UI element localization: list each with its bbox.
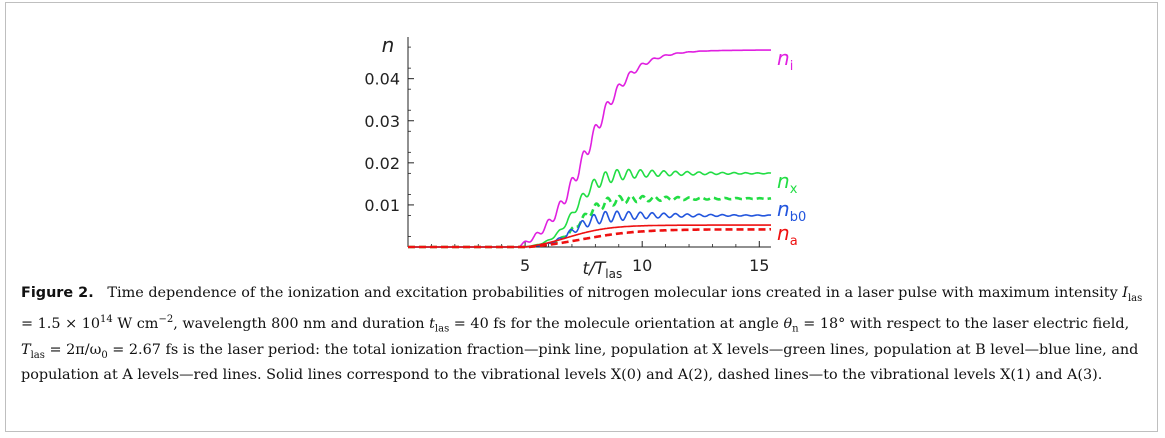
chart-series [408, 49, 772, 249]
series-label-1: nx [777, 169, 798, 197]
series-label-4: na [777, 221, 798, 249]
y-tick-label: 0.04 [364, 70, 400, 89]
caption-n-sub: n [792, 323, 799, 335]
caption-text-3: W cm [112, 315, 159, 332]
caption-text-8: = 2.67 fs is the laser period: the total… [21, 341, 1139, 384]
x-tick-label: 5 [520, 256, 530, 275]
figure-caption: Figure 2. Time dependence of the ionizat… [21, 283, 1146, 386]
series-label-0: ni [777, 46, 793, 74]
caption-text-4: , wavelength 800 nm and duration [173, 315, 430, 332]
x-tick-label: 15 [749, 256, 769, 275]
series-line-0 [408, 49, 771, 248]
y-tick-label: 0.02 [364, 154, 400, 173]
x-tick-label: 10 [632, 256, 652, 275]
caption-exp-m2: −2 [158, 313, 174, 325]
caption-text-5: = 40 fs for the molecule orientation at … [449, 315, 784, 332]
caption-text-7: = 2π/ω [44, 341, 102, 358]
caption-las-sub: las [1127, 292, 1143, 304]
caption-text-1: Time dependence of the ionization and ex… [107, 285, 1123, 301]
figure-frame [5, 2, 1158, 432]
series-line-5 [408, 228, 771, 249]
caption-t: t [429, 315, 435, 332]
series-line-2 [408, 194, 772, 249]
y-tick-label: 0.01 [364, 196, 400, 215]
series-line-1 [408, 168, 772, 248]
caption-text-2: = 1.5 × 10 [21, 315, 101, 332]
y-tick-label: 0.03 [364, 112, 400, 131]
x-axis-label: t/Tlas [583, 259, 623, 281]
caption-theta: θ [783, 315, 793, 332]
y-axis-label: n [382, 33, 395, 57]
caption-exp-14: 14 [100, 313, 113, 325]
caption-T: T [21, 341, 31, 358]
caption-las-sub-3: las [30, 349, 45, 361]
figure-label: Figure 2. [21, 285, 94, 301]
caption-text-6: = 18° with respect to the laser electric… [798, 315, 1130, 332]
caption-las-sub-2: las [434, 323, 450, 335]
chart-axes: 0.01 0.02 0.03 0.04 5 10 15 [364, 37, 771, 275]
caption-zero-sub: 0 [101, 349, 108, 361]
caption-I: I [1122, 285, 1128, 301]
